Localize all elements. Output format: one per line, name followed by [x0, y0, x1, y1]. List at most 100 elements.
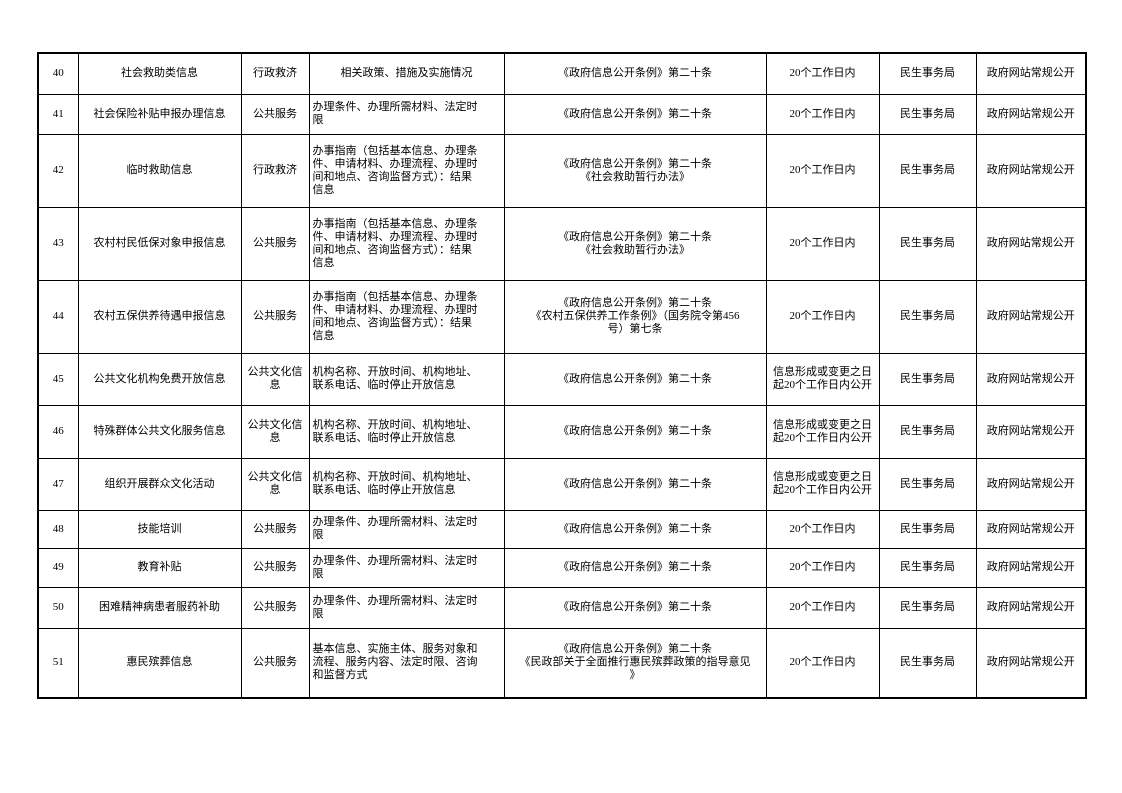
- disclosure-content-cell: 办理条件、办理所需材料、法定时 限: [308, 93, 505, 135]
- disclosure-content-cell: 机构名称、开放时间、机构地址、 联系电话、临时停止开放信息: [308, 457, 505, 511]
- row-number-cell: 46: [37, 404, 79, 459]
- item-name-cell: 临时救助信息: [77, 133, 242, 208]
- table-row: 40 社会救助类信息 行政救济 相关政策、措施及实施情况 《政府信息公开条例》第二十条 2…: [37, 52, 1087, 95]
- disclosure-channel-cell: 政府网站常规公开: [975, 93, 1087, 135]
- disclosure-content-cell: 办事指南（包括基本信息、办理条 件、申请材料、办理流程、办理时 间和地点、咨询监…: [308, 279, 505, 354]
- department-cell: 民生事务局: [878, 627, 977, 699]
- disclosure-channel-cell: 政府网站常规公开: [975, 279, 1087, 354]
- table-row: 49 教育补贴 公共服务 办理条件、办理所需材料、法定时 限《政府信息公开条例》第二十…: [37, 547, 1087, 588]
- category-cell: 行政救济: [240, 133, 310, 208]
- row-number-cell: 51: [37, 627, 79, 699]
- disclosure-content-cell: 办事指南（包括基本信息、办理条 件、申请材料、办理流程、办理时 间和地点、咨询监…: [308, 133, 505, 208]
- disclosure-channel-cell: 政府网站常规公开: [975, 133, 1087, 208]
- disclosure-content-cell: 机构名称、开放时间、机构地址、 联系电话、临时停止开放信息: [308, 404, 505, 459]
- item-name-cell: 社会救助类信息: [77, 52, 242, 95]
- department-cell: 民生事务局: [878, 52, 977, 95]
- category-cell: 公共文化信 息: [240, 404, 310, 459]
- disclosure-content-cell: 基本信息、实施主体、服务对象和 流程、服务内容、法定时限、咨询 和监督方式: [308, 627, 505, 699]
- disclosure-content-cell: 相关政策、措施及实施情况: [308, 52, 505, 95]
- department-cell: 民生事务局: [878, 352, 977, 406]
- item-name-cell: 特殊群体公共文化服务信息: [77, 404, 242, 459]
- legal-basis-cell: 《政府信息公开条例》第二十条: [503, 547, 767, 588]
- department-cell: 民生事务局: [878, 279, 977, 354]
- table-row: 51 惠民殡葬信息 公共服务 基本信息、实施主体、服务对象和 流程、服务内容、法定时限…: [37, 627, 1087, 699]
- item-name-cell: 农村五保供养待遇申报信息: [77, 279, 242, 354]
- table-row: 46 特殊群体公共文化服务信息 公共文化信 息机构名称、开放时间、机构地址、 联系电…: [37, 404, 1087, 459]
- table-row: 44 农村五保供养待遇申报信息 公共服务 办事指南（包括基本信息、办理条 件、申请材料…: [37, 279, 1087, 354]
- category-cell: 公共文化信 息: [240, 457, 310, 511]
- item-name-cell: 公共文化机构免费开放信息: [77, 352, 242, 406]
- disclosure-channel-cell: 政府网站常规公开: [975, 52, 1087, 95]
- table-row: 47 组织开展群众文化活动 公共文化信 息机构名称、开放时间、机构地址、 联系电话、…: [37, 457, 1087, 511]
- disclosure-content-cell: 办理条件、办理所需材料、法定时 限: [308, 547, 505, 588]
- time-limit-cell: 20个工作日内: [765, 133, 880, 208]
- disclosure-content-cell: 办理条件、办理所需材料、法定时 限: [308, 509, 505, 549]
- item-name-cell: 教育补贴: [77, 547, 242, 588]
- item-name-cell: 惠民殡葬信息: [77, 627, 242, 699]
- legal-basis-cell: 《政府信息公开条例》第二十条 《社会救助暂行办法》: [503, 133, 767, 208]
- legal-basis-cell: 《政府信息公开条例》第二十条: [503, 93, 767, 135]
- time-limit-cell: 信息形成或变更之日 起20个工作日内公开: [765, 404, 880, 459]
- legal-basis-cell: 《政府信息公开条例》第二十条: [503, 404, 767, 459]
- department-cell: 民生事务局: [878, 404, 977, 459]
- legal-basis-cell: 《政府信息公开条例》第二十条: [503, 352, 767, 406]
- time-limit-cell: 20个工作日内: [765, 547, 880, 588]
- item-name-cell: 农村村民低保对象申报信息: [77, 206, 242, 281]
- row-number-cell: 41: [37, 93, 79, 135]
- category-cell: 公共服务: [240, 206, 310, 281]
- item-name-cell: 组织开展群众文化活动: [77, 457, 242, 511]
- time-limit-cell: 信息形成或变更之日 起20个工作日内公开: [765, 352, 880, 406]
- category-cell: 行政救济: [240, 52, 310, 95]
- table-row: 50 困难精神病患者服药补助 公共服务 办理条件、办理所需材料、法定时 限《政府信息公…: [37, 586, 1087, 629]
- item-name-cell: 困难精神病患者服药补助: [77, 586, 242, 629]
- department-cell: 民生事务局: [878, 586, 977, 629]
- row-number-cell: 47: [37, 457, 79, 511]
- disclosure-content-cell: 办理条件、办理所需材料、法定时 限: [308, 586, 505, 629]
- time-limit-cell: 20个工作日内: [765, 627, 880, 699]
- time-limit-cell: 20个工作日内: [765, 509, 880, 549]
- department-cell: 民生事务局: [878, 133, 977, 208]
- category-cell: 公共服务: [240, 509, 310, 549]
- disclosure-channel-cell: 政府网站常规公开: [975, 547, 1087, 588]
- row-number-cell: 50: [37, 586, 79, 629]
- table-row: 48 技能培训 公共服务 办理条件、办理所需材料、法定时 限《政府信息公开条例》第二十…: [37, 509, 1087, 549]
- table-row: 41 社会保险补贴申报办理信息 公共服务 办理条件、办理所需材料、法定时 限《政府信息…: [37, 93, 1087, 135]
- department-cell: 民生事务局: [878, 206, 977, 281]
- row-number-cell: 42: [37, 133, 79, 208]
- time-limit-cell: 20个工作日内: [765, 586, 880, 629]
- time-limit-cell: 20个工作日内: [765, 279, 880, 354]
- disclosure-channel-cell: 政府网站常规公开: [975, 457, 1087, 511]
- table-row: 45 公共文化机构免费开放信息 公共文化信 息机构名称、开放时间、机构地址、 联系电…: [37, 352, 1087, 406]
- legal-basis-cell: 《政府信息公开条例》第二十条: [503, 509, 767, 549]
- department-cell: 民生事务局: [878, 93, 977, 135]
- disclosure-channel-cell: 政府网站常规公开: [975, 404, 1087, 459]
- category-cell: 公共服务: [240, 586, 310, 629]
- time-limit-cell: 信息形成或变更之日 起20个工作日内公开: [765, 457, 880, 511]
- disclosure-table: 40 社会救助类信息 行政救济 相关政策、措施及实施情况 《政府信息公开条例》第二十条 2…: [37, 52, 1087, 699]
- row-number-cell: 45: [37, 352, 79, 406]
- legal-basis-cell: 《政府信息公开条例》第二十条 《民政部关于全面推行惠民殡葬政策的指导意见 》: [503, 627, 767, 699]
- category-cell: 公共服务: [240, 93, 310, 135]
- legal-basis-cell: 《政府信息公开条例》第二十条: [503, 586, 767, 629]
- department-cell: 民生事务局: [878, 509, 977, 549]
- department-cell: 民生事务局: [878, 547, 977, 588]
- disclosure-channel-cell: 政府网站常规公开: [975, 206, 1087, 281]
- table-row: 43 农村村民低保对象申报信息 公共服务 办事指南（包括基本信息、办理条 件、申请材料…: [37, 206, 1087, 281]
- category-cell: 公共服务: [240, 547, 310, 588]
- row-number-cell: 48: [37, 509, 79, 549]
- row-number-cell: 49: [37, 547, 79, 588]
- category-cell: 公共服务: [240, 279, 310, 354]
- legal-basis-cell: 《政府信息公开条例》第二十条: [503, 52, 767, 95]
- legal-basis-cell: 《政府信息公开条例》第二十条 《农村五保供养工作条例》（国务院令第456 号）第…: [503, 279, 767, 354]
- time-limit-cell: 20个工作日内: [765, 93, 880, 135]
- disclosure-channel-cell: 政府网站常规公开: [975, 509, 1087, 549]
- disclosure-channel-cell: 政府网站常规公开: [975, 627, 1087, 699]
- disclosure-content-cell: 办事指南（包括基本信息、办理条 件、申请材料、办理流程、办理时 间和地点、咨询监…: [308, 206, 505, 281]
- legal-basis-cell: 《政府信息公开条例》第二十条: [503, 457, 767, 511]
- time-limit-cell: 20个工作日内: [765, 206, 880, 281]
- disclosure-channel-cell: 政府网站常规公开: [975, 586, 1087, 629]
- legal-basis-cell: 《政府信息公开条例》第二十条 《社会救助暂行办法》: [503, 206, 767, 281]
- disclosure-channel-cell: 政府网站常规公开: [975, 352, 1087, 406]
- row-number-cell: 43: [37, 206, 79, 281]
- time-limit-cell: 20个工作日内: [765, 52, 880, 95]
